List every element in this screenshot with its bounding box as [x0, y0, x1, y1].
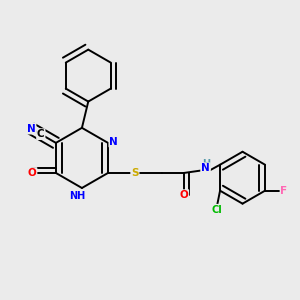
- Text: Cl: Cl: [212, 205, 222, 215]
- Text: H: H: [202, 159, 210, 169]
- Text: N: N: [201, 163, 210, 173]
- Text: N: N: [109, 136, 118, 147]
- Text: S: S: [131, 168, 139, 178]
- Text: NH: NH: [69, 191, 85, 201]
- Text: N: N: [27, 124, 36, 134]
- Text: F: F: [280, 186, 288, 196]
- Text: C: C: [37, 129, 45, 139]
- Text: O: O: [180, 190, 188, 200]
- Text: O: O: [28, 168, 37, 178]
